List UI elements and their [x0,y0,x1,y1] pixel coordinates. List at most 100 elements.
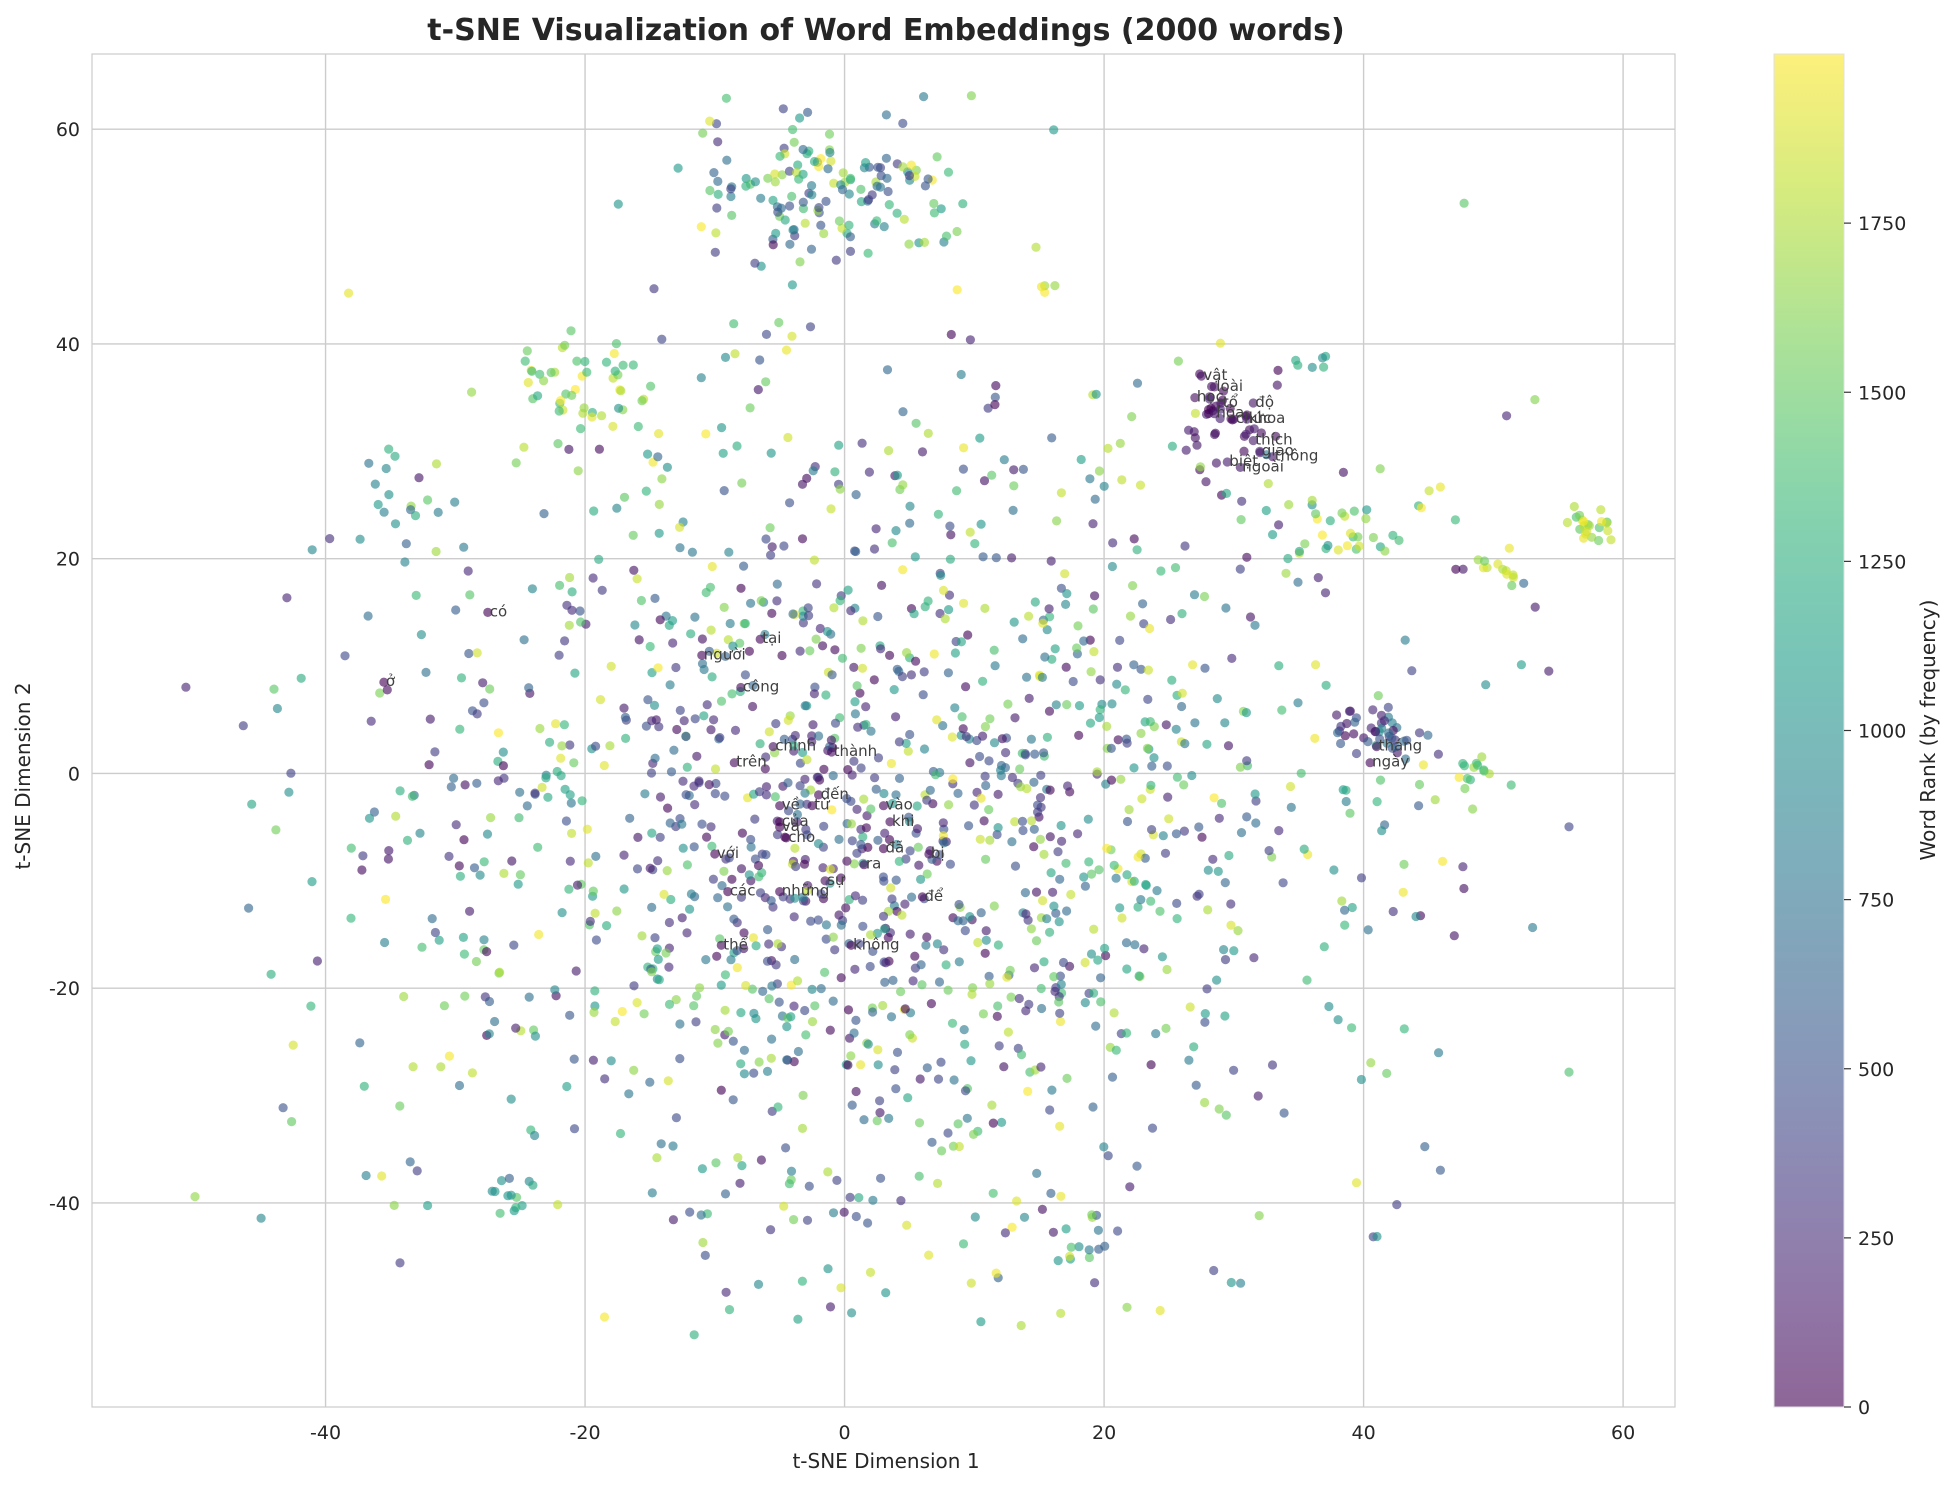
scatter-point [1362,505,1372,515]
scatter-point [690,612,700,622]
scatter-point [981,935,991,945]
scatter-point [1203,905,1213,915]
scatter-point [960,1039,970,1049]
scatter-point [701,429,711,439]
scatter-point [740,618,750,629]
scatter-point [641,486,651,496]
scatter-point [783,432,793,443]
scatter-point [938,585,949,596]
word-label: vật [1203,366,1227,384]
scatter-point [784,1179,795,1189]
scatter-point [976,1317,986,1327]
scatter-point [713,189,723,199]
scatter-point [1055,1016,1066,1027]
scatter-point [1433,749,1443,759]
scatter-point [1493,559,1503,569]
scatter-point [375,688,385,698]
scatter-point [495,967,505,977]
scatter-point [991,553,1001,563]
scatter-point [552,766,562,777]
scatter-point [1564,1067,1574,1077]
scatter-point [1356,1074,1366,1085]
scatter-point [970,1212,980,1222]
scatter-point [770,792,780,802]
scatter-point [630,620,640,630]
scatter-point [1236,515,1246,525]
scatter-point [886,758,897,769]
scatter-point [1094,865,1104,875]
scatter-point [709,168,719,178]
scatter-point [718,448,728,458]
scatter-point [430,927,440,938]
scatter-point [906,670,917,680]
word-label: biệt [1229,452,1258,470]
scatter-point [677,913,687,923]
scatter-point [1414,728,1425,738]
scatter-point [702,832,712,842]
scatter-point [1115,903,1125,913]
scatter-point [1317,530,1327,540]
scatter-point [958,464,969,474]
scatter-point [1414,801,1424,811]
scatter-point [910,552,920,562]
scatter-point [1060,569,1070,579]
scatter-point [767,1034,777,1044]
scatter-point [938,818,948,828]
scatter-point [797,479,808,489]
scatter-point [1341,796,1351,807]
scatter-point [944,605,954,615]
scatter-point [482,947,492,957]
scatter-point [814,790,824,800]
scatter-point [1026,924,1036,934]
scatter-point [884,1113,894,1123]
scatter-point [711,1158,721,1168]
colorbar-tick-label: 500 [1858,1059,1894,1081]
scatter-point [1134,971,1144,981]
scatter-point [778,104,788,114]
scatter-point [666,767,677,777]
scatter-point [1020,888,1030,898]
scatter-point [1418,760,1428,770]
scatter-point [721,93,732,103]
scatter-point [761,377,771,387]
scatter-point [1103,443,1113,453]
scatter-point [823,164,833,174]
scatter-point [779,734,789,744]
word-label: chính [775,737,816,755]
scatter-point [1283,553,1293,564]
scatter-point [829,603,839,613]
scatter-point [423,1200,433,1211]
scatter-point [478,678,488,688]
scatter-point [611,339,622,349]
scatter-point [383,854,393,864]
scatter-point [1268,452,1278,462]
scatter-point [615,1128,626,1139]
scatter-point [296,673,306,683]
scatter-point [726,191,736,202]
scatter-point [650,593,660,604]
scatter-point [755,888,766,898]
scatter-point [695,983,705,993]
scatter-point [896,1196,906,1206]
scatter-point [1388,906,1398,917]
scatter-point [685,1207,695,1217]
colorbar-tick-label: 1500 [1858,382,1906,404]
scatter-point [1089,647,1099,657]
scatter-point [1350,717,1360,727]
scatter-point [564,444,574,454]
scatter-point [871,524,881,534]
scatter-point [490,1016,500,1027]
scatter-point [514,813,524,823]
scatter-point [390,451,400,461]
scatter-point [519,442,529,452]
scatter-point [553,439,563,449]
scatter-point [1145,717,1155,727]
scatter-point [1019,1212,1030,1222]
scatter-point [306,1001,316,1011]
scatter-point [825,1302,836,1312]
scatter-point [790,954,800,965]
scatter-point [1450,515,1460,525]
scatter-point [511,458,521,468]
scatter-point [775,801,785,811]
scatter-point [1201,477,1211,487]
